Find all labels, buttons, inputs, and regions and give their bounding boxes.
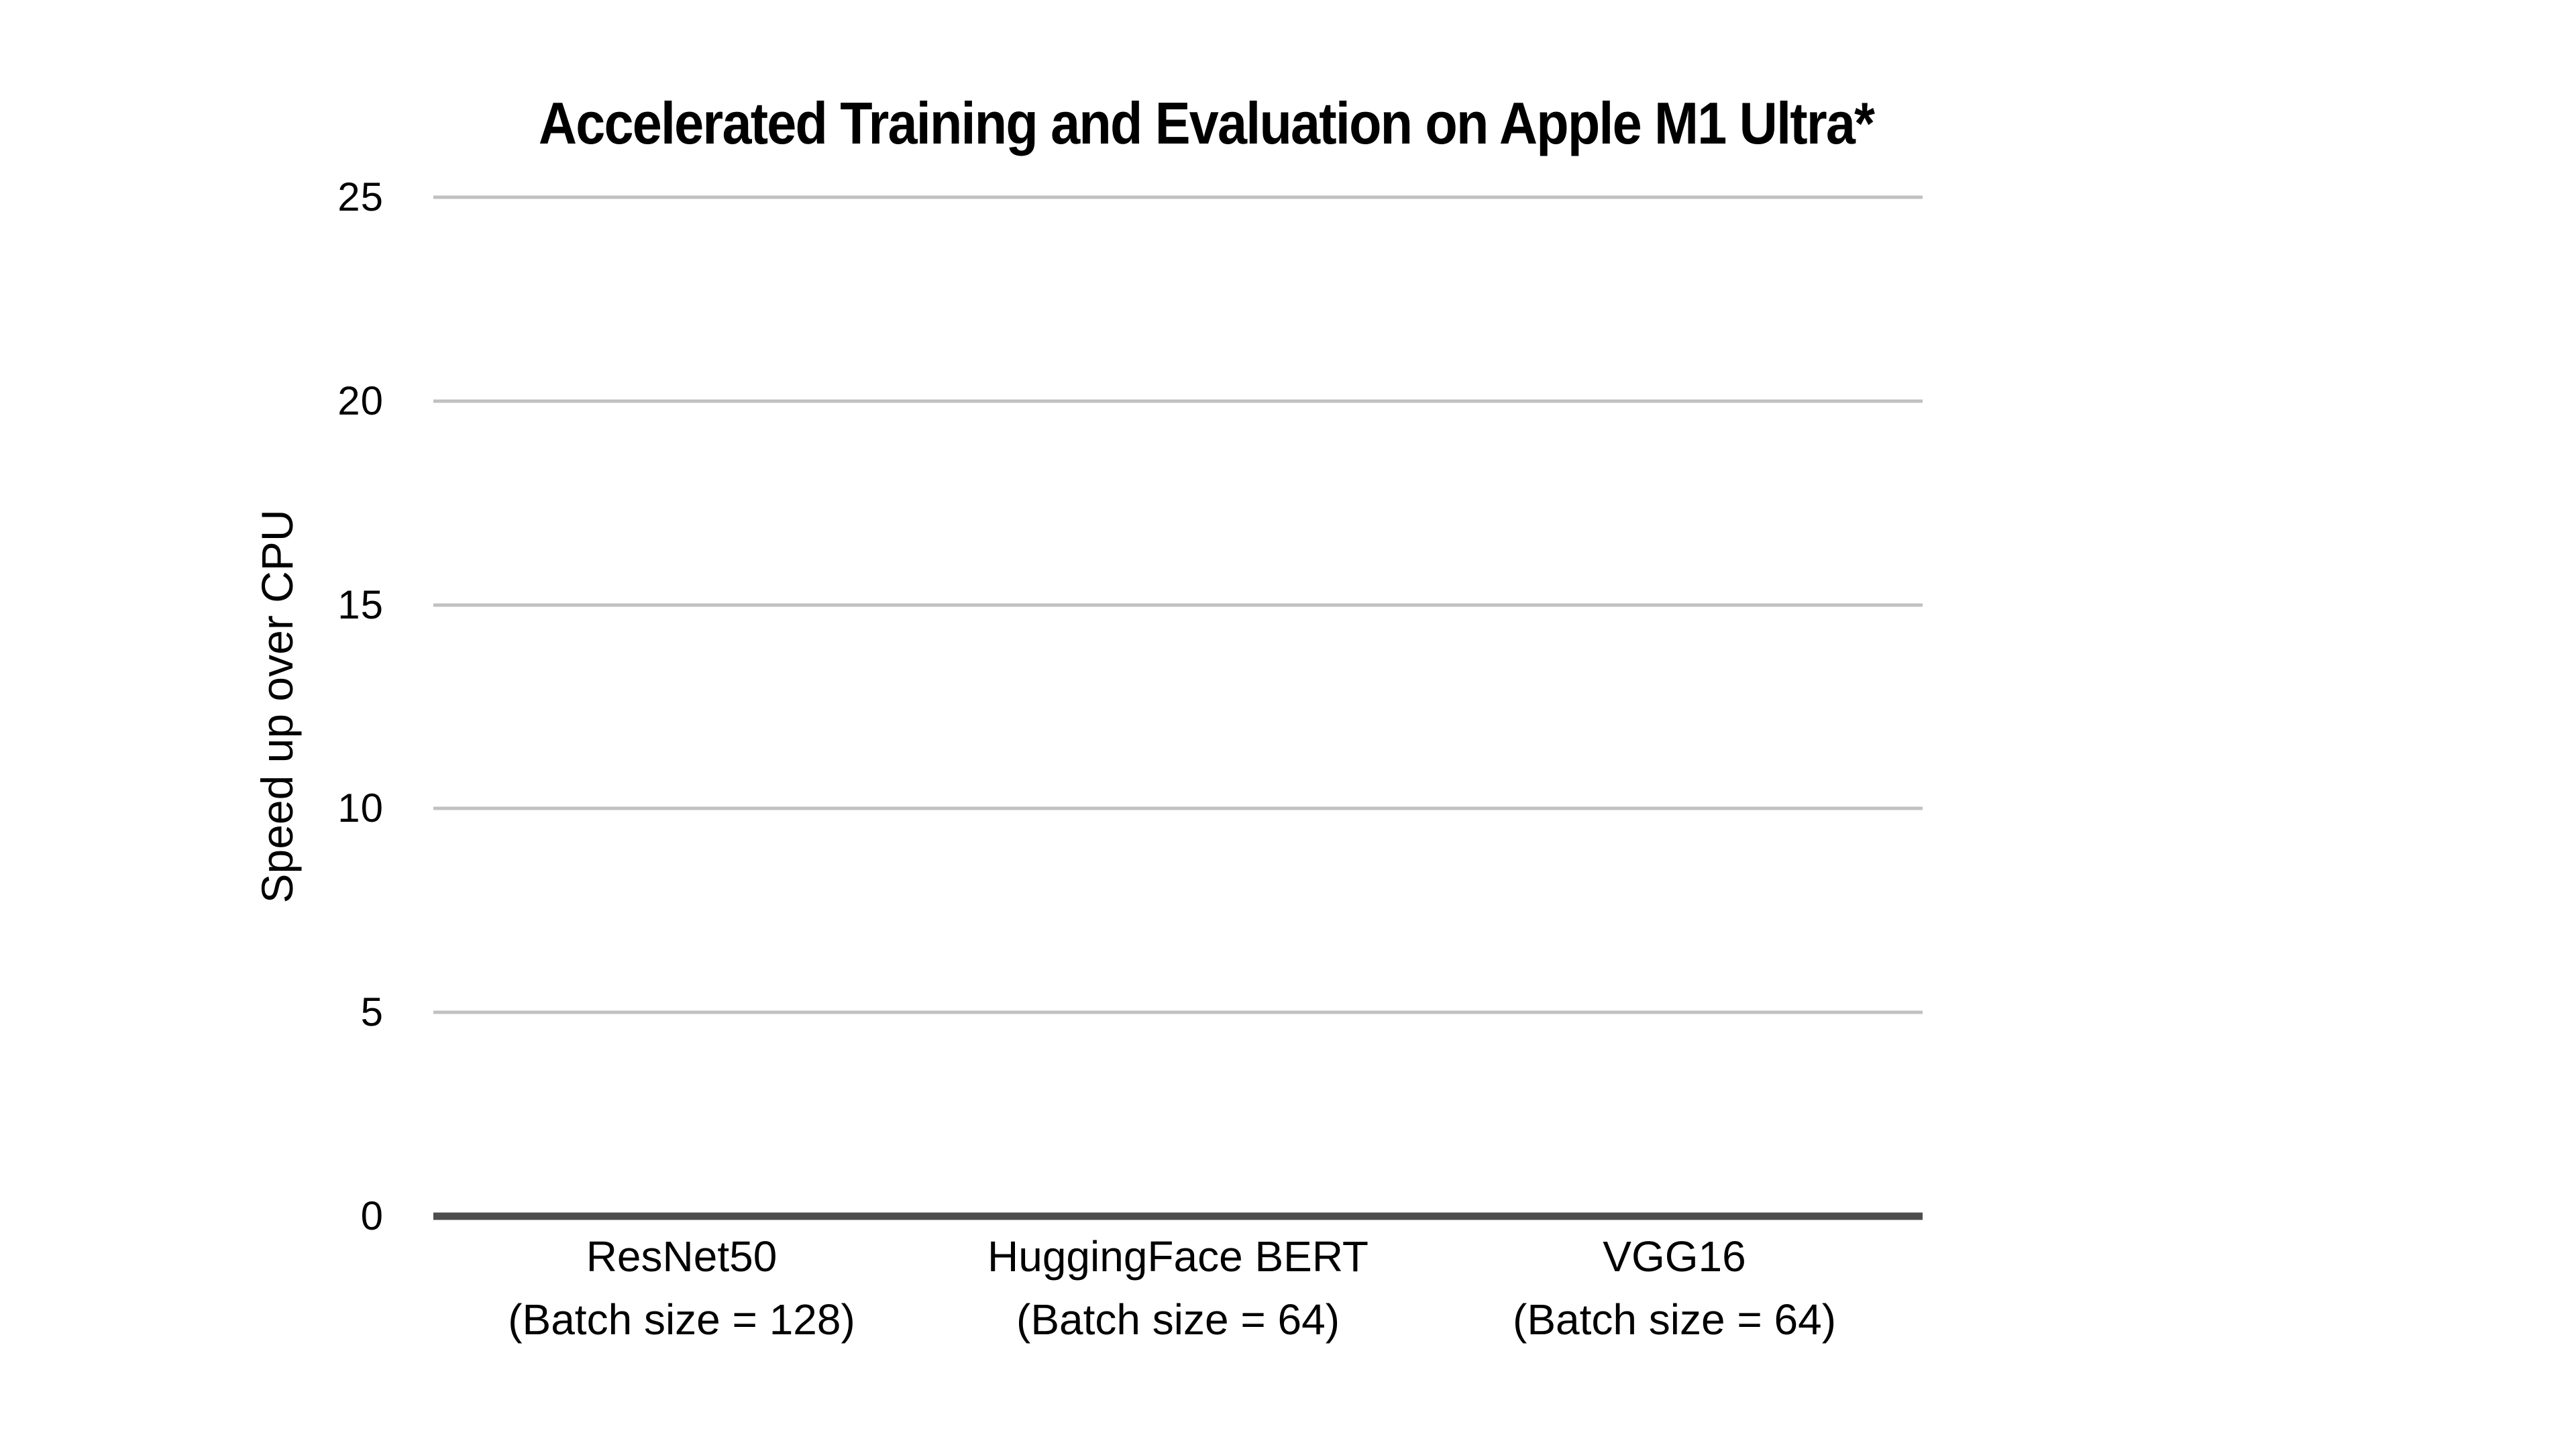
- x-category-label: HuggingFace BERT: [987, 1232, 1368, 1281]
- x-category-label: VGG16: [1603, 1232, 1746, 1281]
- y-tick-label-15: 15: [337, 582, 384, 627]
- y-axis-ticks: 0 5 10 15 20 25: [0, 177, 384, 1236]
- gridline-20: [433, 399, 1923, 403]
- y-tick-label-0: 0: [360, 1193, 384, 1238]
- x-category-sublabel: (Batch size = 64): [1016, 1295, 1340, 1344]
- chart-title: Accelerated Training and Evaluation on A…: [538, 90, 1875, 156]
- y-tick-label-25: 25: [337, 174, 384, 219]
- x-category-1: HuggingFace BERT (Batch size = 64): [930, 1225, 1426, 1351]
- y-tick-label-20: 20: [337, 378, 384, 423]
- x-category-sublabel: (Batch size = 128): [508, 1295, 855, 1344]
- x-category-0: ResNet50 (Batch size = 128): [433, 1225, 930, 1351]
- gridline-10: [433, 806, 1923, 810]
- plot-area: [433, 195, 1923, 1220]
- gridline-15: [433, 603, 1923, 607]
- x-axis-category-labels: ResNet50 (Batch size = 128) HuggingFace BE…: [433, 1225, 1923, 1399]
- x-category-label: ResNet50: [586, 1232, 777, 1281]
- gridline-25: [433, 195, 1923, 199]
- y-tick-label-5: 5: [360, 989, 384, 1035]
- x-category-2: VGG16 (Batch size = 64): [1426, 1225, 1923, 1351]
- x-axis-line: [433, 1212, 1923, 1220]
- y-tick-label-10: 10: [337, 786, 384, 831]
- x-category-sublabel: (Batch size = 64): [1513, 1295, 1836, 1344]
- gridline-5: [433, 1010, 1923, 1014]
